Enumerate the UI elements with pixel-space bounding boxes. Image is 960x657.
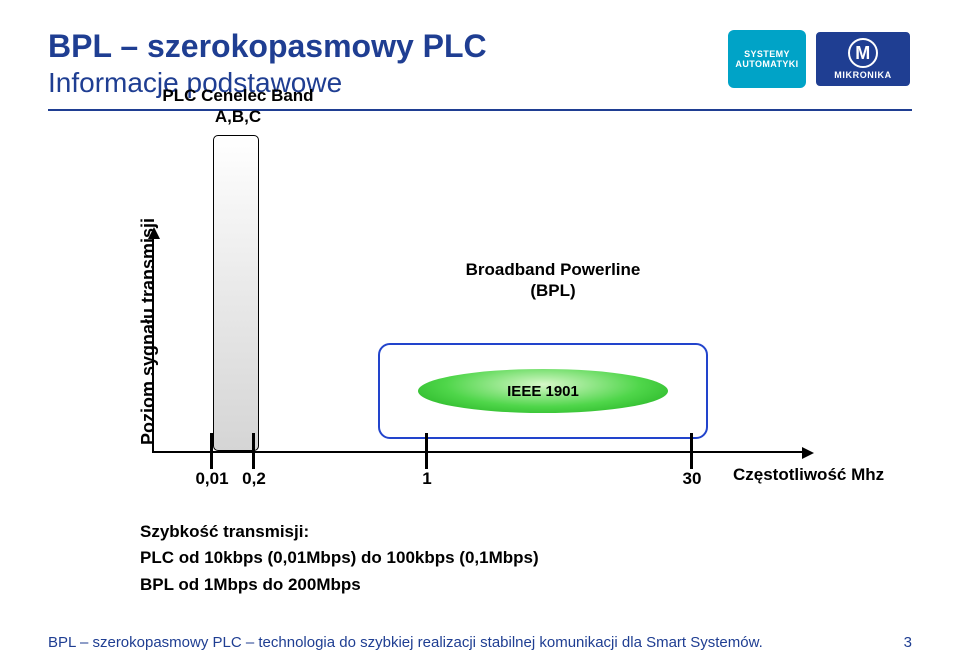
logo1-line2: AUTOMATYKI: [735, 59, 798, 69]
transmission-speed-block: Szybkość transmisji: PLC od 10kbps (0,01…: [140, 519, 539, 598]
ieee-label: IEEE 1901: [507, 383, 579, 400]
xtick-label-1: 0,2: [232, 469, 276, 489]
xtick-1: [252, 433, 255, 469]
plc-bar: [213, 135, 259, 451]
logo2-label: MIKRONIKA: [834, 70, 891, 80]
footer: BPL – szerokopasmowy PLC – technologia d…: [0, 627, 960, 657]
plc-label-line2: A,B,C: [215, 107, 261, 126]
logo-systemy-automatyki: SYSTEMY AUTOMATYKI: [728, 30, 806, 88]
plc-label-line1: PLC Cenelec Band: [162, 86, 313, 105]
xtick-label-3: 30: [670, 469, 714, 489]
xtick-label-2: 1: [405, 469, 449, 489]
xtick-0: [210, 433, 213, 469]
footer-text: BPL – szerokopasmowy PLC – technologia d…: [48, 634, 763, 651]
footer-page: 3: [904, 634, 912, 651]
chart: PLC Cenelec Band A,B,C Poziom sygnału tr…: [48, 129, 912, 559]
bpl-label: Broadband Powerline (BPL): [443, 259, 663, 302]
logos: SYSTEMY AUTOMATYKI M MIKRONIKA: [728, 30, 912, 88]
plc-band-label: PLC Cenelec Band A,B,C: [153, 85, 323, 128]
x-axis: [152, 451, 803, 453]
xtick-2: [425, 433, 428, 469]
below-line2: PLC od 10kbps (0,01Mbps) do 100kbps (0,1…: [140, 545, 539, 571]
y-axis: [152, 237, 154, 451]
x-axis-label: Częstotliwość Mhz: [733, 465, 884, 485]
logo-mikronika: M MIKRONIKA: [814, 30, 912, 88]
slide: BPL – szerokopasmowy PLC Informacje pods…: [0, 0, 960, 657]
xtick-label-0: 0,01: [190, 469, 234, 489]
page-title: BPL – szerokopasmowy PLC: [48, 28, 487, 65]
below-line3: BPL od 1Mbps do 200Mbps: [140, 572, 539, 598]
ieee-inner-oval: IEEE 1901: [418, 369, 668, 413]
y-axis-label: Poziom sygnału transmisji: [138, 218, 159, 445]
bpl-label-line2: (BPL): [530, 281, 575, 300]
xtick-3: [690, 433, 693, 469]
below-line1: Szybkość transmisji:: [140, 519, 539, 545]
logo-m-icon: M: [848, 38, 878, 68]
bpl-label-line1: Broadband Powerline: [466, 260, 641, 279]
logo1-line1: SYSTEMY: [744, 49, 790, 59]
